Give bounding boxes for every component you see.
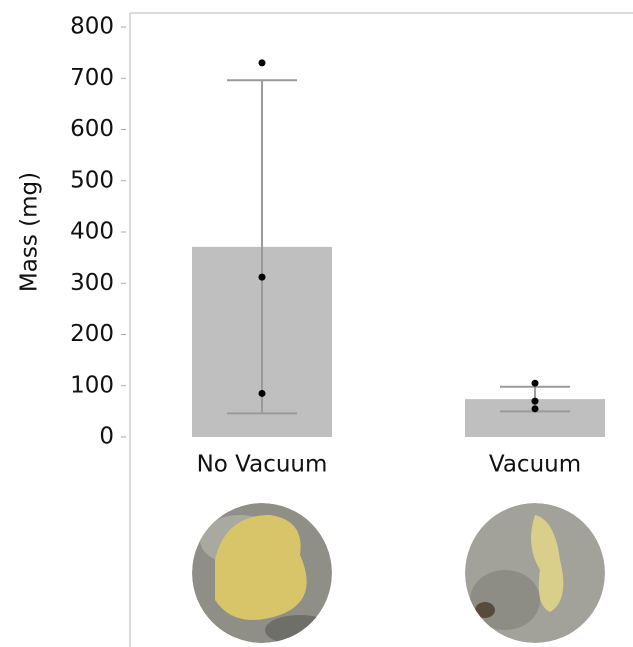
data-point <box>259 390 266 397</box>
sample-photo <box>465 503 605 643</box>
y-axis-label: Mass (mg) <box>17 172 43 292</box>
data-point <box>259 274 266 281</box>
y-tick-label: 0 <box>99 424 114 450</box>
y-tick-label: 300 <box>70 270 114 296</box>
x-tick-label: No Vacuum <box>197 452 328 478</box>
sample-photo <box>192 503 335 645</box>
y-tick-label: 600 <box>70 116 114 142</box>
data-point <box>532 398 539 405</box>
y-tick-label: 800 <box>70 14 114 40</box>
y-tick-label: 700 <box>70 65 114 91</box>
data-point <box>532 405 539 412</box>
y-tick-label: 200 <box>70 321 114 347</box>
y-tick-label: 500 <box>70 167 114 193</box>
y-tick-label: 100 <box>70 372 114 398</box>
data-point <box>532 380 539 387</box>
x-tick-label: Vacuum <box>489 452 581 478</box>
y-tick-label: 400 <box>70 219 114 245</box>
chart: Mass (mg) 0 100 200 300 400 500 600 700 800 No Va… <box>0 0 633 647</box>
data-point <box>259 59 266 66</box>
